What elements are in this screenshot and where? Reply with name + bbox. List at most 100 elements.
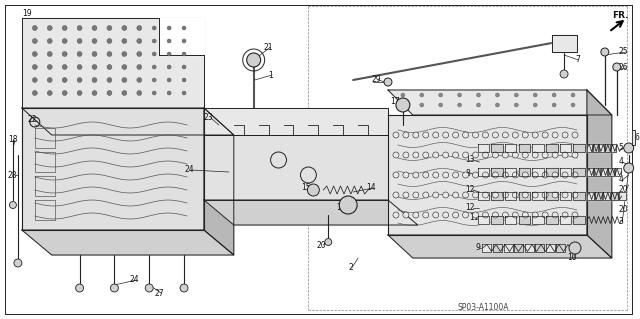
Polygon shape — [204, 108, 388, 135]
Circle shape — [413, 132, 419, 138]
Circle shape — [443, 132, 449, 138]
Circle shape — [77, 51, 82, 56]
Circle shape — [423, 132, 429, 138]
Polygon shape — [477, 144, 489, 152]
Circle shape — [552, 103, 556, 107]
Text: 27: 27 — [154, 288, 164, 298]
Circle shape — [560, 70, 568, 78]
Text: 29: 29 — [371, 76, 381, 85]
Circle shape — [182, 65, 186, 69]
Circle shape — [76, 284, 84, 292]
Circle shape — [472, 212, 479, 218]
Polygon shape — [22, 230, 234, 255]
Circle shape — [92, 78, 97, 83]
Circle shape — [571, 103, 575, 107]
Polygon shape — [204, 200, 418, 225]
Circle shape — [107, 91, 112, 95]
Circle shape — [492, 152, 499, 158]
Circle shape — [624, 163, 634, 173]
Polygon shape — [573, 192, 585, 200]
Circle shape — [463, 152, 468, 158]
Polygon shape — [518, 168, 530, 176]
Circle shape — [502, 152, 508, 158]
Circle shape — [401, 103, 405, 107]
Polygon shape — [477, 216, 489, 224]
Circle shape — [502, 192, 508, 198]
Circle shape — [562, 212, 568, 218]
Polygon shape — [525, 244, 534, 252]
Polygon shape — [608, 168, 614, 176]
Circle shape — [152, 26, 156, 30]
Circle shape — [413, 192, 419, 198]
Polygon shape — [632, 130, 635, 145]
Circle shape — [307, 184, 319, 196]
Circle shape — [167, 39, 171, 43]
Polygon shape — [491, 168, 503, 176]
Polygon shape — [504, 244, 513, 252]
Polygon shape — [535, 244, 544, 252]
Text: 21: 21 — [264, 42, 273, 51]
Polygon shape — [559, 144, 572, 152]
Circle shape — [420, 93, 424, 97]
Circle shape — [384, 78, 392, 86]
Circle shape — [62, 91, 67, 95]
Circle shape — [403, 192, 409, 198]
Circle shape — [472, 192, 479, 198]
Circle shape — [137, 26, 141, 31]
Circle shape — [552, 172, 558, 178]
Circle shape — [492, 212, 499, 218]
Text: 24: 24 — [129, 276, 139, 285]
Polygon shape — [532, 168, 544, 176]
Polygon shape — [532, 192, 544, 200]
Circle shape — [182, 39, 186, 43]
Circle shape — [137, 51, 141, 56]
Text: 20: 20 — [619, 205, 628, 214]
Polygon shape — [204, 108, 234, 255]
Circle shape — [452, 212, 459, 218]
Circle shape — [33, 91, 37, 95]
Circle shape — [477, 103, 481, 107]
Circle shape — [33, 26, 37, 31]
Circle shape — [572, 132, 578, 138]
Polygon shape — [573, 216, 585, 224]
Circle shape — [152, 78, 156, 82]
Circle shape — [107, 64, 112, 70]
Text: 17: 17 — [390, 98, 399, 107]
Circle shape — [77, 26, 82, 31]
Circle shape — [393, 132, 399, 138]
Polygon shape — [491, 192, 503, 200]
Circle shape — [542, 192, 548, 198]
Circle shape — [452, 172, 459, 178]
Circle shape — [433, 212, 438, 218]
Circle shape — [393, 152, 399, 158]
Circle shape — [477, 93, 481, 97]
Circle shape — [443, 192, 449, 198]
Circle shape — [403, 172, 409, 178]
Circle shape — [180, 284, 188, 292]
Circle shape — [122, 51, 127, 56]
Circle shape — [562, 152, 568, 158]
Polygon shape — [159, 18, 204, 55]
Polygon shape — [601, 168, 607, 176]
Text: 16: 16 — [336, 204, 346, 212]
Circle shape — [463, 132, 468, 138]
Circle shape — [77, 91, 82, 95]
Circle shape — [167, 91, 171, 95]
Circle shape — [533, 93, 537, 97]
Circle shape — [111, 284, 118, 292]
Circle shape — [122, 78, 127, 83]
Circle shape — [92, 91, 97, 95]
Circle shape — [137, 39, 141, 43]
Polygon shape — [573, 144, 585, 152]
Circle shape — [77, 39, 82, 43]
Circle shape — [413, 152, 419, 158]
Polygon shape — [594, 168, 600, 176]
Circle shape — [167, 65, 171, 69]
Circle shape — [515, 103, 518, 107]
Polygon shape — [611, 144, 616, 152]
Circle shape — [624, 143, 634, 153]
Circle shape — [393, 172, 399, 178]
Circle shape — [483, 172, 488, 178]
Circle shape — [452, 192, 459, 198]
Circle shape — [62, 26, 67, 31]
